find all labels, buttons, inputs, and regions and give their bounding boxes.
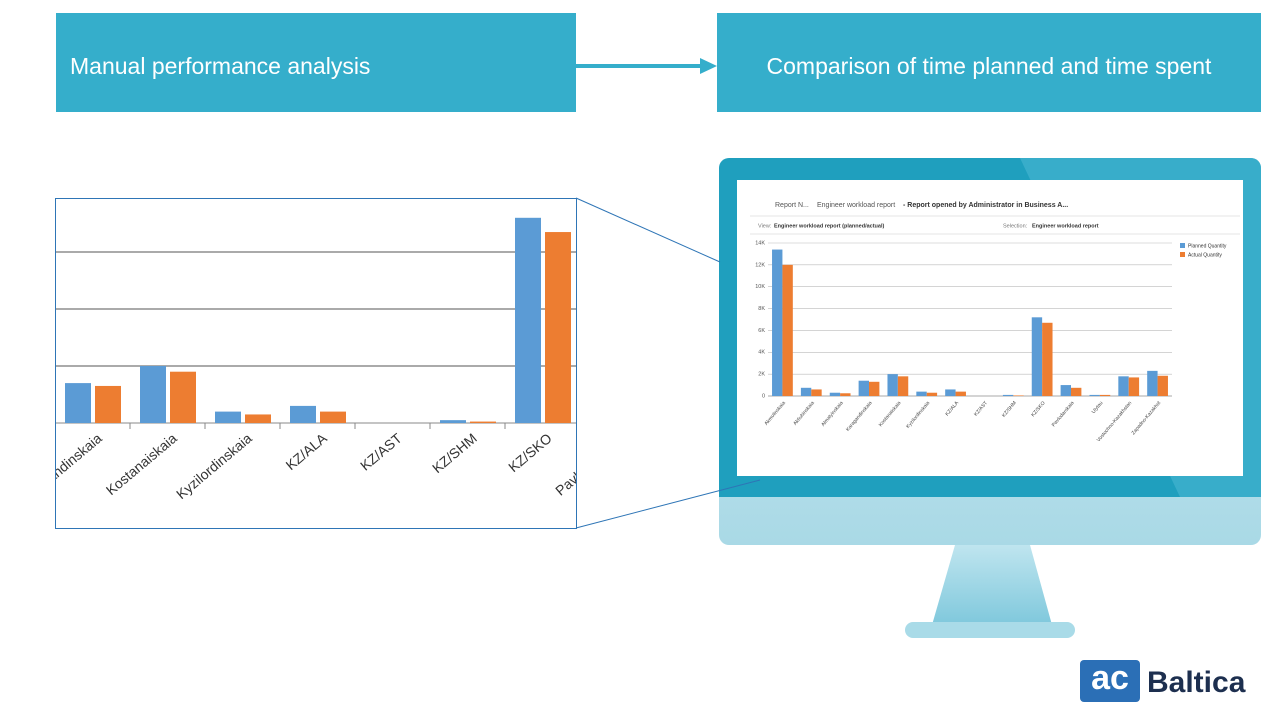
zoom-frame xyxy=(55,198,577,529)
bar xyxy=(1071,387,1082,396)
view-label: View: xyxy=(758,223,772,229)
bar xyxy=(1013,395,1024,396)
bar xyxy=(955,391,966,396)
bar xyxy=(782,264,793,396)
bar xyxy=(515,217,541,423)
bar xyxy=(545,232,571,423)
header-right: Comparison of time planned and time spen… xyxy=(767,53,1213,79)
y-tick-label: 10K xyxy=(755,284,765,290)
legend-label: Planned Quantity xyxy=(1188,243,1227,249)
bar xyxy=(620,402,646,423)
header-box xyxy=(717,13,1261,112)
bar xyxy=(858,380,869,396)
bar xyxy=(800,387,812,396)
view-value: Engineer workload report (planned/actual… xyxy=(774,223,884,229)
x-tick-label: Kyzilordinskaia xyxy=(173,430,255,502)
x-tick-label: KZ/SHM xyxy=(429,430,480,476)
legend-swatch xyxy=(1180,252,1185,257)
y-tick-label: 0 xyxy=(762,393,765,399)
screen xyxy=(737,180,1243,476)
header-left: Manual performance analysis xyxy=(70,53,370,79)
x-tick-label: Pavlodarskaia xyxy=(552,430,630,499)
bar xyxy=(1002,394,1014,396)
bar xyxy=(1099,394,1111,396)
report-name: Engineer workload report xyxy=(817,202,895,209)
bar xyxy=(140,366,166,423)
x-tick-label: Ulytau xyxy=(664,430,705,468)
logo-name: Baltica xyxy=(1147,666,1246,699)
bar xyxy=(320,411,346,423)
arrow-head xyxy=(700,58,717,74)
bar xyxy=(0,414,16,423)
y-tick-label: 14K xyxy=(755,240,765,246)
bar xyxy=(916,391,927,396)
bar xyxy=(65,383,91,423)
zoom-line xyxy=(575,479,761,529)
x-tick-label: Almatyinskaia xyxy=(0,430,30,498)
monitor-base xyxy=(905,622,1075,638)
x-tick-label: Kostanaiskaia xyxy=(103,430,180,498)
bar xyxy=(811,389,822,396)
legend-label: Actual Quantity xyxy=(1188,252,1222,258)
selection-value: Engineer workload report xyxy=(1032,223,1099,229)
y-tick-label: 2K xyxy=(758,372,765,378)
bar xyxy=(440,420,466,423)
bar xyxy=(772,249,783,396)
x-tick-label: KZ/SKO xyxy=(505,430,555,475)
report-status: - Report opened by Administrator in Busi… xyxy=(903,202,1068,209)
bar xyxy=(590,395,616,424)
bar xyxy=(1060,385,1071,396)
bar xyxy=(245,414,271,423)
bar xyxy=(869,381,880,396)
y-tick-label: 4K xyxy=(758,350,765,356)
x-tick-label: KZ/ALA xyxy=(283,429,331,473)
x-tick-label: KZ/AST xyxy=(357,430,405,474)
bar xyxy=(887,374,898,396)
bar xyxy=(926,392,938,396)
bar xyxy=(1031,317,1043,396)
bar xyxy=(1157,375,1168,396)
bar xyxy=(20,416,46,423)
bar xyxy=(290,405,316,423)
bar xyxy=(840,393,851,396)
bar xyxy=(829,392,841,396)
bar xyxy=(695,420,721,423)
bar xyxy=(215,411,241,423)
y-tick-label: 8K xyxy=(758,306,765,312)
bar xyxy=(1128,377,1140,396)
zoom-line xyxy=(575,197,721,263)
bar xyxy=(1118,376,1129,396)
bar xyxy=(1147,370,1158,396)
bar xyxy=(95,385,121,423)
header-box xyxy=(56,13,576,112)
x-tick-label: Karagandinskaia xyxy=(15,430,105,509)
y-tick-label: 6K xyxy=(758,328,765,334)
y-tick-label: 12K xyxy=(755,262,765,268)
breadcrumb: Report N... xyxy=(775,202,809,209)
bar xyxy=(470,421,496,423)
selection-label: Selection: xyxy=(1003,223,1028,229)
bar xyxy=(170,371,196,423)
logo-mark: ac xyxy=(1091,659,1129,697)
bar xyxy=(897,376,909,396)
monitor-stand xyxy=(932,545,1052,625)
logo-mark-box xyxy=(1080,660,1140,702)
legend-swatch xyxy=(1180,243,1185,248)
bar xyxy=(945,389,956,396)
bar xyxy=(1089,394,1100,396)
bar xyxy=(665,420,691,423)
bar xyxy=(1042,322,1053,396)
